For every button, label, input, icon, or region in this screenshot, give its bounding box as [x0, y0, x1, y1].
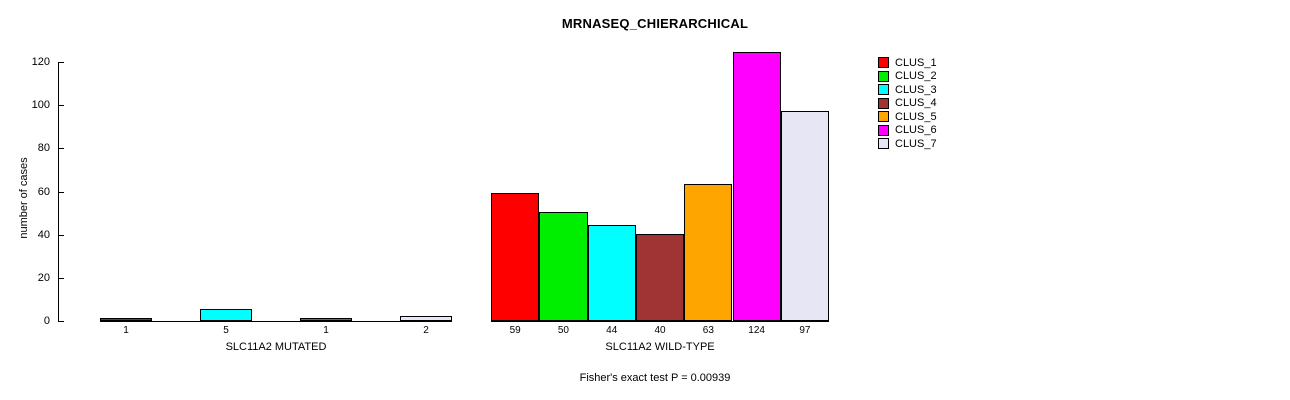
fisher-test-annotation: Fisher's exact test P = 0.00939: [0, 372, 1290, 384]
bar[interactable]: [732, 52, 781, 321]
legend-color-swatch: [878, 57, 889, 69]
bar[interactable]: [539, 212, 588, 321]
legend-color-swatch: [878, 70, 889, 82]
legend-item-label: CLUS_1: [895, 56, 937, 69]
y-axis-tick: [58, 234, 64, 236]
panel-baseline: [100, 321, 452, 322]
y-axis-tick-label: 60: [37, 185, 50, 198]
bar-value-label: 40: [654, 325, 666, 336]
bar-value-label: 2: [423, 325, 429, 336]
legend-color-swatch: [878, 84, 889, 96]
y-axis-tick: [58, 191, 64, 193]
bar[interactable]: [587, 225, 636, 321]
chart-title-text: MRNASEQ_CHIERARCHICAL: [561, 16, 749, 31]
legend-color-swatch: [878, 124, 889, 136]
y-axis-tick: [58, 148, 64, 150]
fisher-test-text: Fisher's exact test P = 0.00939: [579, 372, 731, 384]
legend-item-label: CLUS_2: [895, 70, 937, 83]
y-axis-tick-label: 20: [37, 271, 50, 284]
legend-item[interactable]: CLUS_6: [878, 124, 998, 138]
bar-value-label: 1: [323, 325, 329, 336]
panel-title: SLC11A2 WILD-TYPE: [605, 341, 715, 353]
legend: CLUS_1 CLUS_2 CLUS_3 CLUS_4 CLUS_5 CLUS_6 CLUS…: [878, 56, 998, 151]
legend-item-label: CLUS_6: [895, 124, 937, 137]
legend-item-label: CLUS_4: [895, 97, 937, 110]
chart-title: MRNASEQ_CHIERARCHICAL: [0, 16, 1290, 31]
legend-item[interactable]: CLUS_5: [878, 110, 998, 124]
bar[interactable]: [200, 309, 252, 321]
bar[interactable]: [635, 234, 685, 321]
bar[interactable]: [400, 316, 452, 321]
panel-slc11a2-wild-type: 59 50 44 40 63 124 97 SLC11A2 WILD-TYPE: [491, 0, 830, 400]
legend-item[interactable]: CLUS_1: [878, 56, 998, 70]
bar-value-label: 1: [123, 325, 129, 336]
bar[interactable]: [100, 318, 152, 321]
bar[interactable]: [780, 111, 830, 321]
bar-value-label: 44: [606, 325, 618, 336]
y-axis-tick-label: 100: [31, 99, 50, 112]
y-axis-tick: [58, 277, 64, 279]
y-axis-tick: [58, 62, 64, 63]
bar-value-label: 97: [799, 325, 811, 336]
panel-baseline: [491, 321, 830, 322]
legend-color-swatch: [878, 97, 889, 109]
panel-title: SLC11A2 MUTATED: [225, 341, 327, 353]
legend-item-label: CLUS_7: [895, 137, 937, 150]
bar-value-label: 63: [702, 325, 714, 336]
legend-color-swatch: [878, 138, 889, 150]
bar-value-label: 124: [748, 325, 765, 336]
bar[interactable]: [491, 193, 540, 321]
legend-item[interactable]: CLUS_4: [878, 97, 998, 111]
y-axis-tick: [58, 105, 64, 107]
bar[interactable]: [684, 184, 733, 321]
bar-value-label: 59: [509, 325, 521, 336]
bar[interactable]: [300, 318, 352, 321]
y-axis-tick-label: 80: [37, 142, 50, 155]
y-axis-tick-label: 40: [37, 228, 50, 241]
bar-value-label: 50: [557, 325, 569, 336]
y-axis: 0 20 40 60 80 100 120 number of cases: [0, 0, 90, 400]
legend-item[interactable]: CLUS_7: [878, 137, 998, 151]
legend-color-swatch: [878, 111, 889, 123]
y-axis-tick-label: 120: [31, 56, 50, 68]
panel-slc11a2-mutated: 1 5 1 2 SLC11A2 MUTATED: [100, 0, 452, 400]
y-axis-tick: [58, 321, 64, 322]
legend-item[interactable]: CLUS_3: [878, 83, 998, 97]
bar-value-label: 5: [223, 325, 229, 336]
legend-item[interactable]: CLUS_2: [878, 70, 998, 84]
y-axis-tick-label: 0: [43, 315, 50, 327]
legend-item-label: CLUS_5: [895, 110, 937, 123]
y-axis-title: number of cases: [18, 157, 30, 239]
legend-item-label: CLUS_3: [895, 83, 937, 96]
